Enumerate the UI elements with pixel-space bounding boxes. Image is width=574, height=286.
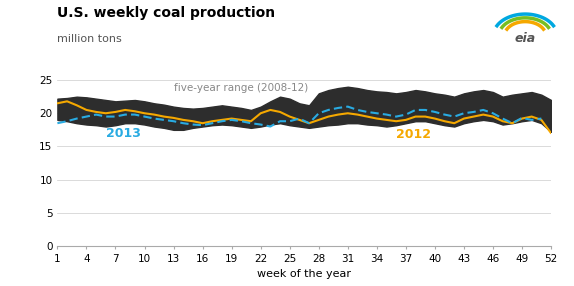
Text: 2013: 2013 [106, 126, 141, 140]
X-axis label: week of the year: week of the year [257, 269, 351, 279]
Text: million tons: million tons [57, 34, 122, 44]
Text: U.S. weekly coal production: U.S. weekly coal production [57, 6, 276, 20]
Text: five-year range (2008-12): five-year range (2008-12) [173, 84, 308, 94]
Text: eia: eia [515, 32, 536, 45]
Text: 2012: 2012 [396, 128, 431, 141]
